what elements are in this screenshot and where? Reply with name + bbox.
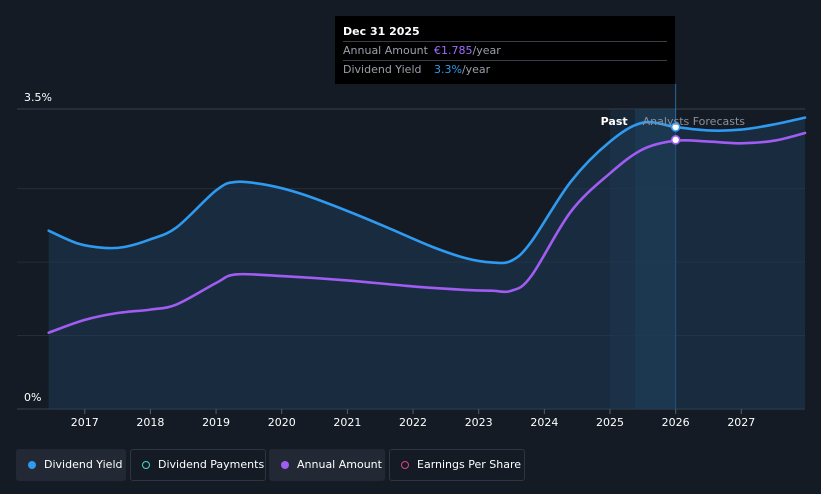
x-tick-label: 2024: [530, 416, 558, 429]
y-tick-label: 3.5%: [24, 91, 52, 104]
x-tick-label: 2020: [268, 416, 296, 429]
legend-label: Dividend Yield: [44, 458, 123, 471]
x-tick-label: 2026: [662, 416, 690, 429]
annual-amount-dot-icon: [281, 461, 289, 469]
tooltip: Dec 31 2025 Annual Amount €1.785/year Div…: [335, 16, 675, 84]
tooltip-label: Dividend Yield: [343, 63, 422, 76]
x-tick-label: 2017: [71, 416, 99, 429]
legend-label: Earnings Per Share: [417, 458, 522, 471]
tooltip-unit: /year: [472, 44, 501, 57]
x-tick-label: 2023: [465, 416, 493, 429]
x-tick-label: 2018: [136, 416, 164, 429]
dividend-yield-area: [48, 117, 805, 409]
tooltip-row-dividend-yield: Dividend Yield 3.3%/year: [343, 60, 667, 79]
x-tick-label: 2021: [333, 416, 361, 429]
x-tick-label: 2027: [727, 416, 755, 429]
dividend-payments-dot-icon: [142, 461, 150, 469]
axis-ticks: 2017 2018 2019 2020 2021 2022 2023 2024 2025 2026…: [24, 91, 755, 429]
x-tick-label: 2019: [202, 416, 230, 429]
legend-label: Annual Amount: [297, 458, 382, 471]
legend-annual-amount[interactable]: Annual Amount: [269, 449, 385, 481]
forecast-label: Analysts Forecasts: [643, 115, 746, 128]
tooltip-date: Dec 31 2025: [343, 25, 420, 38]
legend-earnings-per-share[interactable]: Earnings Per Share: [389, 449, 525, 481]
past-label: Past: [601, 115, 628, 128]
tooltip-label: Annual Amount: [343, 44, 428, 57]
legend-label: Dividend Payments: [158, 458, 265, 471]
tooltip-value: €1.785: [434, 44, 473, 57]
annual-amount-line: [47, 131, 807, 334]
x-tick-label: 2022: [399, 416, 427, 429]
tooltip-value: 3.3%: [434, 63, 462, 76]
tooltip-unit: /year: [461, 63, 491, 76]
legend-dividend-payments[interactable]: Dividend Payments: [130, 449, 266, 481]
legend-dividend-yield[interactable]: Dividend Yield: [16, 449, 126, 481]
y-tick-label: 0%: [24, 391, 41, 404]
annual-amount-marker: [670, 135, 681, 145]
earnings-per-share-dot-icon: [401, 461, 409, 469]
x-tick-label: 2025: [596, 416, 624, 429]
highlight-markers: [670, 122, 681, 145]
tooltip-row-annual-amount: Annual Amount €1.785/year: [343, 41, 667, 60]
dividend-yield-dot-icon: [28, 461, 36, 469]
dividend-yield-marker: [670, 122, 681, 132]
region-labels: Past Analysts Forecasts: [601, 115, 746, 128]
area-fill: [48, 117, 805, 409]
